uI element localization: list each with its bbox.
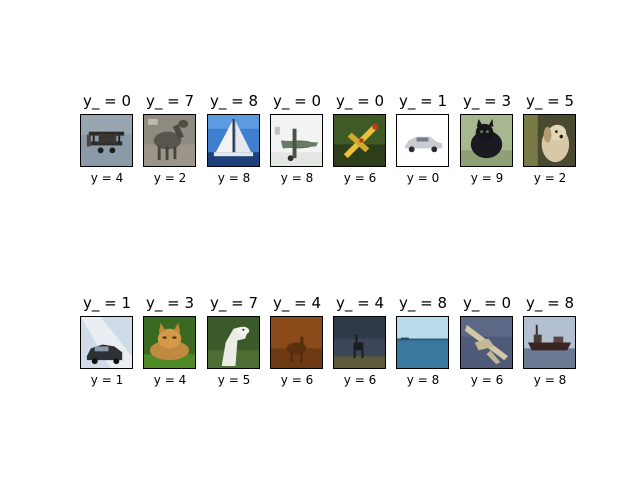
cell-title: y_ = 1 bbox=[398, 92, 448, 110]
ship-photo bbox=[523, 316, 576, 369]
cell-title: y_ = 4 bbox=[272, 294, 322, 312]
cell-label: y = 8 bbox=[533, 373, 567, 387]
cell-title: y_ = 7 bbox=[145, 92, 195, 110]
cell-label: y = 6 bbox=[343, 171, 377, 185]
cell-title: y_ = 7 bbox=[209, 294, 259, 312]
dog-photo bbox=[523, 114, 576, 167]
cell-label: y = 6 bbox=[280, 373, 314, 387]
orange-cat-photo bbox=[143, 316, 196, 369]
cell-label: y = 2 bbox=[153, 171, 187, 185]
cell-title: y_ = 3 bbox=[462, 92, 512, 110]
cell-label: y = 1 bbox=[90, 373, 124, 387]
cell-title: y_ = 0 bbox=[335, 92, 385, 110]
sailboat-photo bbox=[207, 114, 260, 167]
cell-title: y_ = 8 bbox=[209, 92, 259, 110]
cell-label: y = 0 bbox=[406, 171, 440, 185]
black-cat-photo bbox=[460, 114, 513, 167]
cell-title: y_ = 3 bbox=[145, 294, 195, 312]
cell-title: y_ = 1 bbox=[82, 294, 132, 312]
cell-title: y_ = 5 bbox=[525, 92, 575, 110]
cell-title: y_ = 0 bbox=[82, 92, 132, 110]
cell-label: y = 2 bbox=[533, 171, 567, 185]
airplane-photo bbox=[270, 114, 323, 167]
cell-label: y = 8 bbox=[280, 171, 314, 185]
jet-photo bbox=[460, 316, 513, 369]
cell-label: y = 4 bbox=[90, 171, 124, 185]
cell-title: y_ = 8 bbox=[398, 294, 448, 312]
cell-label: y = 4 bbox=[153, 373, 187, 387]
sea-ship-photo bbox=[396, 316, 449, 369]
cell-label: y = 5 bbox=[217, 373, 251, 387]
cell-label: y = 9 bbox=[470, 171, 504, 185]
biplane-photo bbox=[80, 114, 133, 167]
cell-title: y_ = 8 bbox=[525, 294, 575, 312]
cell-label: y = 6 bbox=[343, 373, 377, 387]
cell-title: y_ = 0 bbox=[462, 294, 512, 312]
white-horse-photo bbox=[207, 316, 260, 369]
cell-label: y = 8 bbox=[406, 373, 440, 387]
horse-photo bbox=[143, 114, 196, 167]
cell-label: y = 8 bbox=[217, 171, 251, 185]
deer-dark-photo bbox=[333, 316, 386, 369]
cell-title: y_ = 0 bbox=[272, 92, 322, 110]
yellow-plane-photo bbox=[333, 114, 386, 167]
car-photo bbox=[80, 316, 133, 369]
cell-label: y = 6 bbox=[470, 373, 504, 387]
car-photo bbox=[396, 114, 449, 167]
cell-title: y_ = 4 bbox=[335, 294, 385, 312]
deer-photo bbox=[270, 316, 323, 369]
